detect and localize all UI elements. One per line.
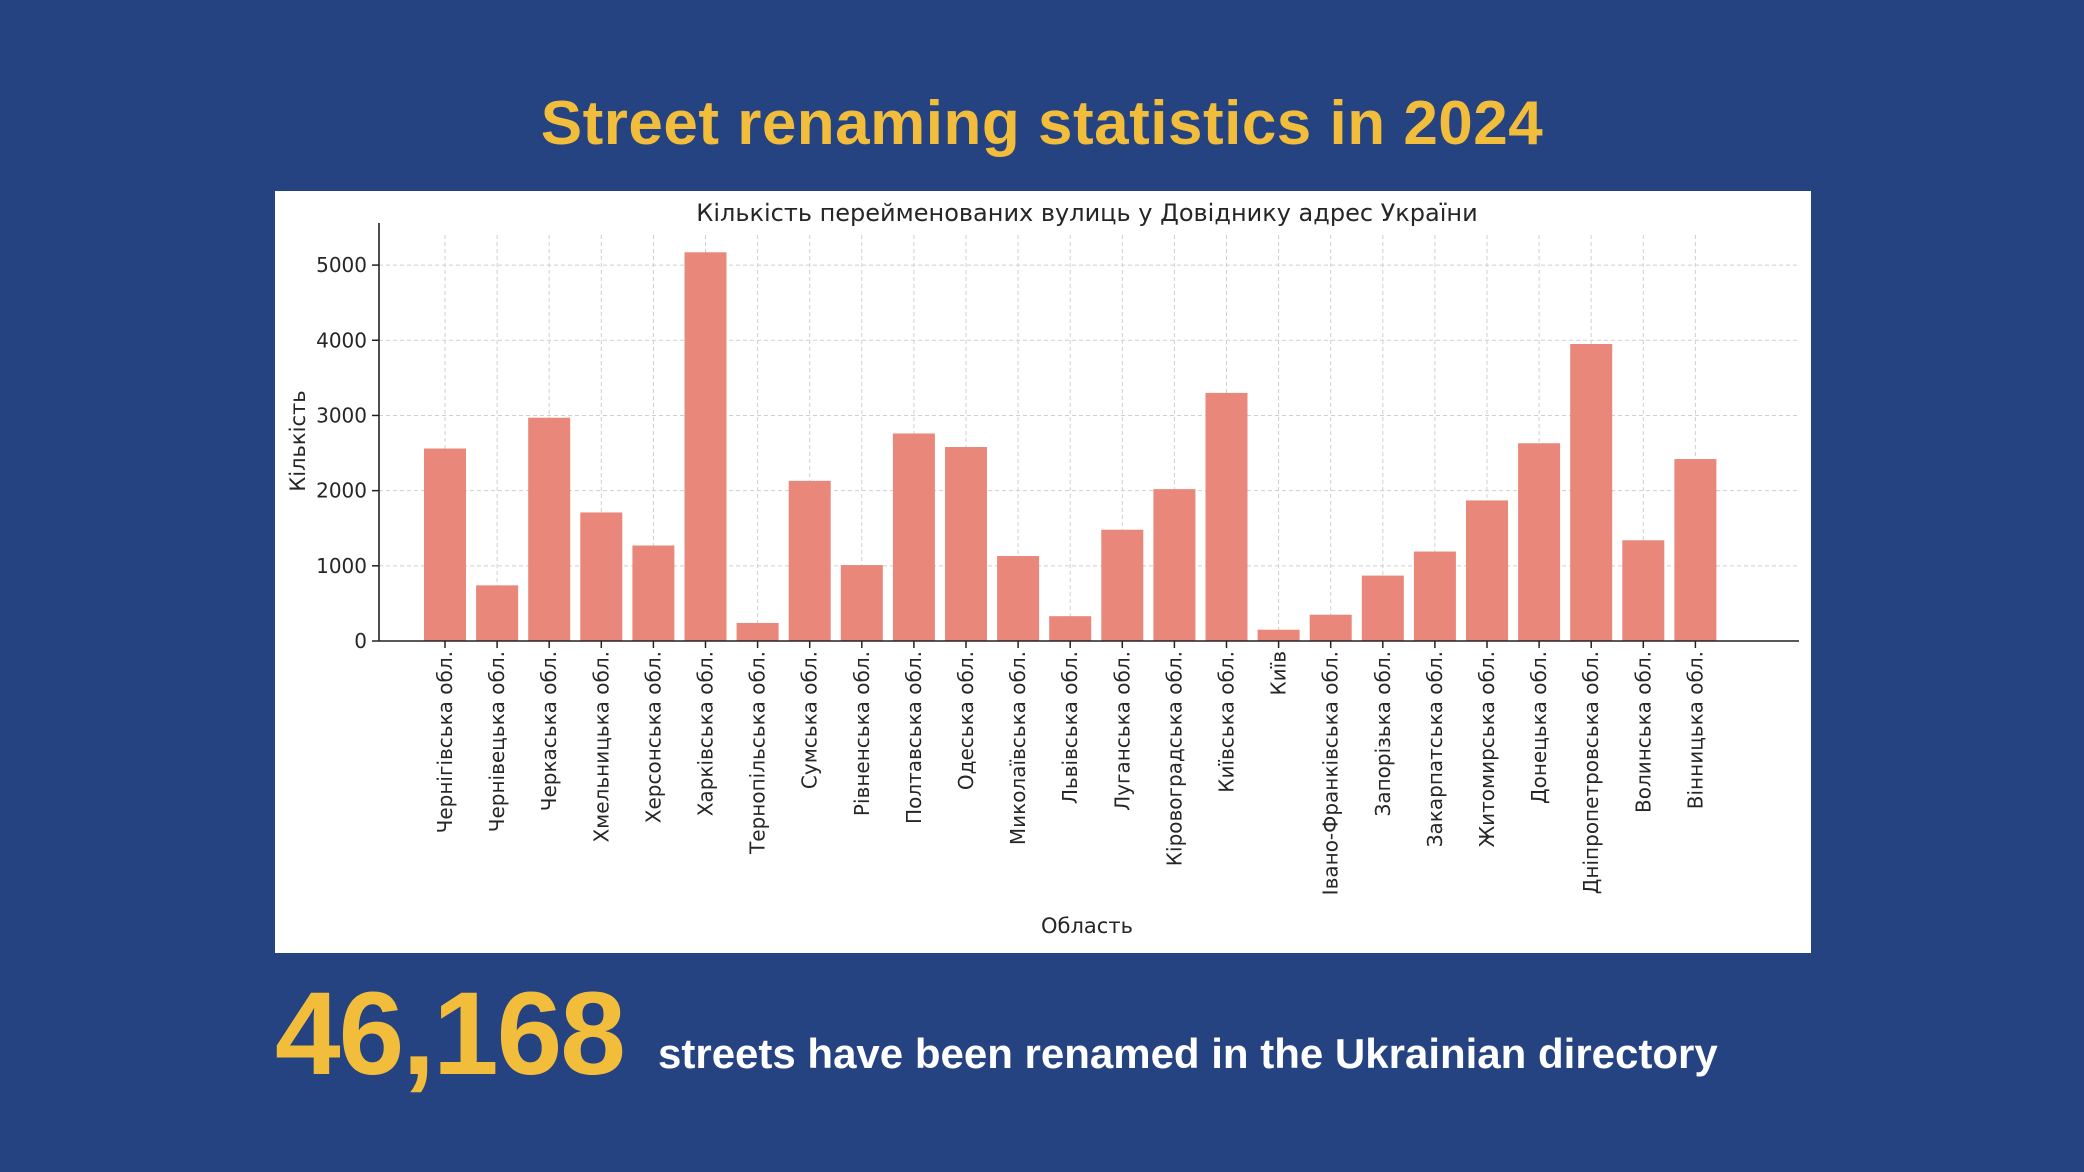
x-tick-label: Київська обл.: [1215, 651, 1239, 793]
x-tick-label: Тернопільська обл.: [746, 651, 770, 855]
bar: [424, 448, 466, 641]
bar: [736, 622, 779, 641]
bar: [1309, 614, 1352, 641]
renamed-count: 46,168: [275, 968, 626, 1100]
x-tick-label: Івано-Франківська обл.: [1319, 651, 1343, 895]
x-tick-label: Чернівецька обл.: [485, 651, 509, 832]
axes: 0 1000 2000 3000 4000 5000 Чернігівська обл. Че…: [316, 223, 1799, 895]
x-tick-label: Херсонська обл.: [641, 651, 665, 823]
bar: [892, 433, 935, 641]
bar: [580, 512, 623, 641]
bar: [1049, 616, 1092, 641]
x-axis-label: Область: [1041, 914, 1133, 938]
x-tick-label: Одеська обл.: [954, 651, 978, 790]
x-tick-label: Житомирська обл.: [1475, 651, 1499, 847]
bar: [1153, 489, 1196, 641]
chart-panel: 0 1000 2000 3000 4000 5000 Чернігівська обл. Че…: [275, 191, 1811, 953]
bar: [1466, 500, 1508, 641]
bar: [997, 556, 1040, 641]
x-tick-label: Миколаївська обл.: [1006, 651, 1030, 845]
x-tick-label: Харківська обл.: [694, 651, 718, 816]
bars: [424, 252, 1717, 641]
bar: [1205, 392, 1248, 641]
x-tick-label: Луганська обл.: [1110, 651, 1134, 811]
bar: [840, 565, 883, 641]
x-tick-label: Запорізька обл.: [1371, 651, 1395, 816]
bar: [528, 417, 571, 641]
x-tick-label: Донецька обл.: [1527, 651, 1551, 804]
page-title: Street renaming statistics in 2024: [540, 89, 1544, 158]
y-tick-label: 5000: [316, 253, 367, 277]
y-tick-label: 1000: [316, 554, 367, 578]
bar: [788, 480, 831, 641]
x-tick-label: Київ: [1267, 651, 1291, 696]
x-tick-label: Сумська обл.: [798, 651, 822, 789]
y-tick-label: 3000: [316, 403, 367, 427]
x-tick-label: Вінницька обл.: [1683, 651, 1707, 809]
y-tick-label: 2000: [316, 479, 367, 503]
x-tick-label: Волинська обл.: [1631, 651, 1655, 813]
x-tick-label: Полтавська обл.: [902, 651, 926, 824]
renamed-description: streets have been renamed in the Ukraini…: [658, 1030, 1718, 1077]
x-tick-label: Дніпропетровська обл.: [1579, 651, 1603, 894]
x-tick-label: Черкаська обл.: [537, 651, 561, 811]
bar: [1622, 540, 1665, 641]
bar: [1674, 459, 1717, 641]
bar: [1101, 529, 1144, 641]
x-tick-label: Кіровоградська обл.: [1162, 651, 1186, 866]
y-axis-label: Кількість: [286, 390, 310, 491]
bar-chart: 0 1000 2000 3000 4000 5000 Чернігівська обл. Че…: [286, 199, 1799, 938]
bar: [632, 545, 675, 641]
x-tick-label: Хмельницька обл.: [589, 651, 613, 843]
bar: [1257, 629, 1300, 641]
chart-title: Кількість перейменованих вулиць у Довідн…: [696, 199, 1477, 227]
y-tick-label: 0: [354, 629, 367, 653]
x-tick-label: Закарпатська обл.: [1423, 651, 1447, 847]
y-tick-label: 4000: [316, 328, 367, 352]
x-tick-label: Львівська обл.: [1058, 651, 1082, 804]
bar: [1361, 575, 1404, 641]
bar: [1413, 551, 1456, 641]
bar: [684, 252, 727, 641]
bar: [1570, 344, 1613, 641]
x-tick-label: Рівненська обл.: [850, 651, 874, 816]
bar: [476, 585, 519, 641]
bar: [1518, 443, 1561, 641]
bar: [945, 447, 987, 641]
x-tick-label: Чернігівська обл.: [433, 651, 457, 833]
